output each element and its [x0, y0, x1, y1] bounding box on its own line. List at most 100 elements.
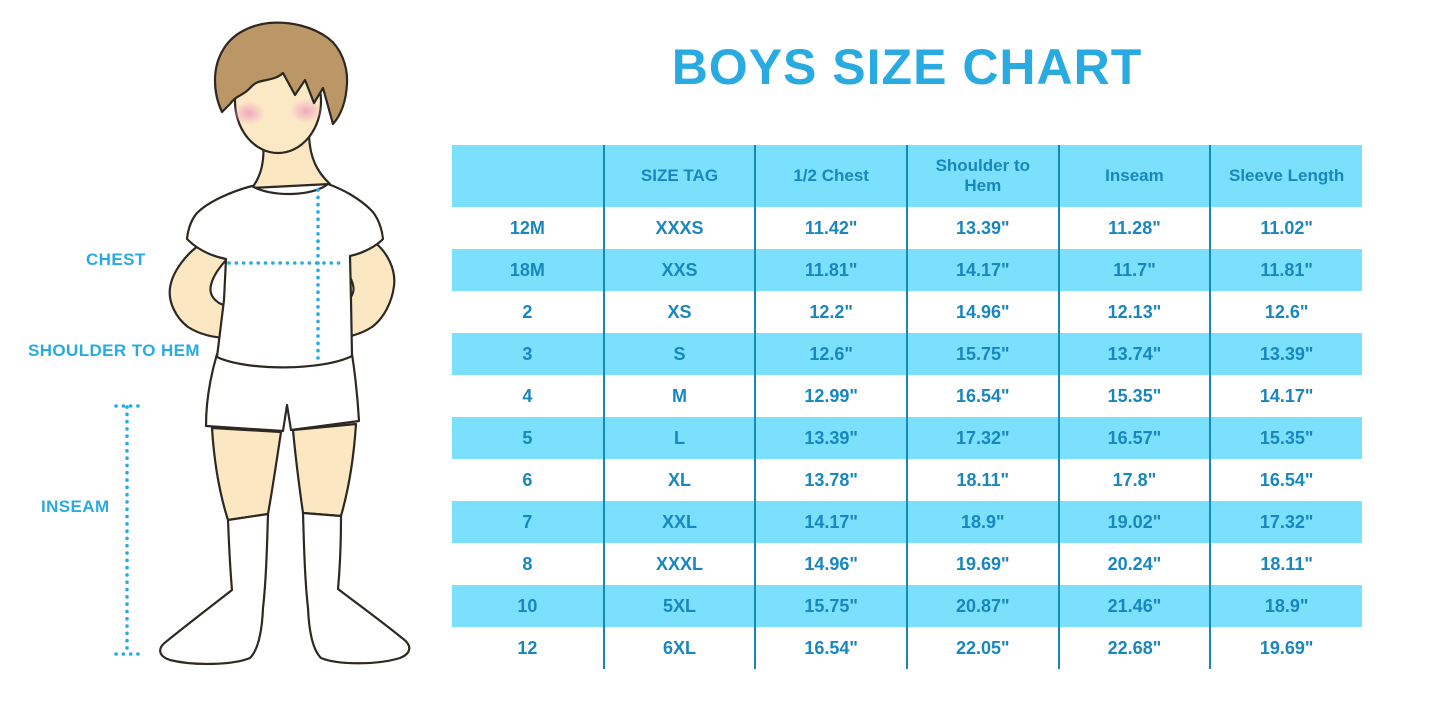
size-cell: 12: [452, 627, 604, 669]
measurement-cell: 11.28": [1057, 207, 1211, 249]
size-cell: 18M: [452, 249, 604, 291]
measurement-cell: 12.2": [754, 291, 907, 333]
measurement-cell: 14.96": [754, 543, 907, 585]
table-row: 10 5XL 15.75" 20.87" 21.46" 18.9": [452, 585, 1362, 627]
measurement-cell: 13.39": [754, 417, 907, 459]
size-cell: 3: [452, 333, 604, 375]
measurement-cell: 13.39": [905, 207, 1059, 249]
measurement-cell: 22.05": [905, 627, 1059, 669]
size-cell: 6: [452, 459, 604, 501]
measurement-cell: 19.69": [905, 543, 1059, 585]
measurement-cell: 11.42": [754, 207, 907, 249]
boy-figure-illustration: [114, 21, 411, 666]
measurement-cell: 14.17": [905, 249, 1059, 291]
size-cell: 2: [452, 291, 604, 333]
shorts: [204, 352, 361, 433]
table-row: 7 XXL 14.17" 18.9" 19.02" 17.32": [452, 501, 1362, 543]
size-cell: 4: [452, 375, 604, 417]
measurement-cell: XL: [602, 459, 756, 501]
measurement-cell: XXS: [602, 249, 756, 291]
measurement-cell: 12.99": [754, 375, 907, 417]
left-cheek: [233, 101, 265, 125]
measurement-cell: 13.74": [1057, 333, 1211, 375]
size-table: SIZE TAG 1/2 Chest Shoulder to Hem Inseam Sl…: [452, 145, 1362, 669]
measurement-cell: 16.54": [754, 627, 907, 669]
measurement-cell: 14.96": [905, 291, 1059, 333]
left-arm: [168, 240, 235, 340]
measurement-cell: 21.46": [1057, 585, 1211, 627]
table-row: 2 XS 12.2" 14.96" 12.13" 12.6": [452, 291, 1362, 333]
measurement-cell: 11.02": [1209, 207, 1362, 249]
measurement-cell: M: [602, 375, 756, 417]
measurement-cell: 19.02": [1057, 501, 1211, 543]
measurement-cell: 12.13": [1057, 291, 1211, 333]
size-cell: 10: [452, 585, 604, 627]
measurement-cell: XXL: [602, 501, 756, 543]
measurement-cell: 16.54": [1209, 459, 1362, 501]
measurement-cell: 17.8": [1057, 459, 1211, 501]
column-header: Sleeve Length: [1209, 145, 1362, 207]
table-row: 6 XL 13.78" 18.11" 17.8" 16.54": [452, 459, 1362, 501]
right-cheek: [290, 99, 322, 123]
size-table-header: SIZE TAG 1/2 Chest Shoulder to Hem Inseam Sl…: [452, 145, 1362, 207]
measurement-cell: 17.32": [905, 417, 1059, 459]
table-row: 3 S 12.6" 15.75" 13.74" 13.39": [452, 333, 1362, 375]
measurement-cell: 12.6": [1209, 291, 1362, 333]
column-header: Inseam: [1057, 145, 1211, 207]
chest-label: CHEST: [86, 250, 146, 269]
measurement-cell: 15.35": [1209, 417, 1362, 459]
column-header: 1/2 Chest: [754, 145, 907, 207]
measurement-cell: XXXS: [602, 207, 756, 249]
measurement-cell: XS: [602, 291, 756, 333]
measurement-cell: 20.24": [1057, 543, 1211, 585]
column-header: [452, 145, 604, 207]
measurement-cell: 15.75": [754, 585, 907, 627]
measurement-cell: 22.68": [1057, 627, 1211, 669]
measurement-cell: 17.32": [1209, 501, 1362, 543]
size-cell: 8: [452, 543, 604, 585]
measurement-cell: 16.54": [905, 375, 1059, 417]
measurement-cell: 13.39": [1209, 333, 1362, 375]
measurement-cell: 18.9": [905, 501, 1059, 543]
left-sock: [159, 512, 270, 666]
page-title: BOYS SIZE CHART: [671, 39, 1143, 95]
measurement-cell: S: [602, 333, 756, 375]
measurement-lines: [114, 188, 345, 656]
table-row: 12 6XL 16.54" 22.05" 22.68" 19.69": [452, 627, 1362, 669]
measurement-cell: 19.69": [1209, 627, 1362, 669]
measurement-cell: 6XL: [602, 627, 756, 669]
measurement-cell: 20.87": [905, 585, 1059, 627]
measurement-cell: 12.6": [754, 333, 907, 375]
measurement-cell: 5XL: [602, 585, 756, 627]
column-header: Shoulder to Hem: [905, 145, 1059, 207]
measurement-cell: L: [602, 417, 756, 459]
measurement-cell: 16.57": [1057, 417, 1211, 459]
measurement-cell: 18.11": [905, 459, 1059, 501]
size-table-body: 12M XXXS 11.42" 13.39" 11.28" 11.02" 18M XXS 11.…: [452, 207, 1362, 669]
shoulder-to-hem-label: SHOULDER TO HEM: [28, 341, 200, 360]
measurement-cell: 15.35": [1057, 375, 1211, 417]
measurement-cell: 11.81": [1209, 249, 1362, 291]
table-row: 18M XXS 11.81" 14.17" 11.7" 11.81": [452, 249, 1362, 291]
measurement-cell: 15.75": [905, 333, 1059, 375]
hair: [213, 21, 349, 126]
measurement-cell: 18.11": [1209, 543, 1362, 585]
size-cell: 7: [452, 501, 604, 543]
measurement-cell: 18.9": [1209, 585, 1362, 627]
t-shirt: [185, 182, 385, 369]
header-row: SIZE TAG 1/2 Chest Shoulder to Hem Inseam Sl…: [452, 145, 1362, 207]
table-row: 5 L 13.39" 17.32" 16.57" 15.35": [452, 417, 1362, 459]
measurement-cell: XXXL: [602, 543, 756, 585]
column-header: SIZE TAG: [602, 145, 756, 207]
left-leg: [210, 426, 283, 522]
table-row: 8 XXXL 14.96" 19.69" 20.24" 18.11": [452, 543, 1362, 585]
measurement-cell: 14.17": [754, 501, 907, 543]
measurement-cell: 11.7": [1057, 249, 1211, 291]
right-leg: [291, 422, 358, 518]
size-cell: 12M: [452, 207, 604, 249]
measurement-cell: 13.78": [754, 459, 907, 501]
inseam-label: INSEAM: [41, 497, 110, 516]
right-sock: [301, 511, 411, 665]
table-row: 12M XXXS 11.42" 13.39" 11.28" 11.02": [452, 207, 1362, 249]
